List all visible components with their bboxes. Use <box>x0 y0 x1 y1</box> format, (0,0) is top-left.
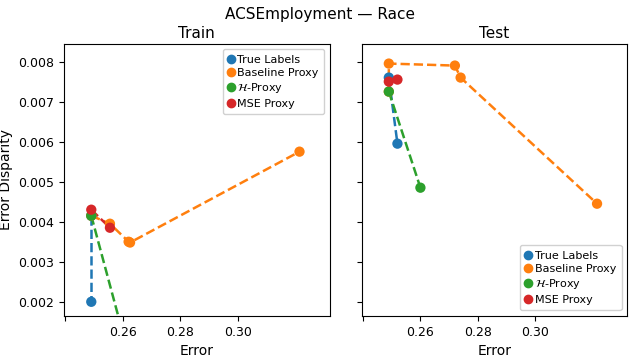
Point <box>86 213 97 219</box>
Legend: True Labels, Baseline Proxy, $\mathcal{H}$-Proxy, MSE Proxy: True Labels, Baseline Proxy, $\mathcal{H… <box>520 245 621 310</box>
Point <box>125 240 135 245</box>
Point <box>384 61 394 66</box>
Point <box>115 320 125 326</box>
Legend: True Labels, Baseline Proxy, $\mathcal{H}$-Proxy, MSE Proxy: True Labels, Baseline Proxy, $\mathcal{H… <box>223 49 324 114</box>
Point <box>86 213 97 219</box>
Point <box>124 239 134 245</box>
Point <box>384 89 394 94</box>
Point <box>456 75 466 81</box>
Point <box>415 185 426 191</box>
Point <box>592 201 602 207</box>
Point <box>86 213 97 219</box>
Point <box>86 207 97 213</box>
Point <box>392 77 403 82</box>
Point <box>392 141 403 147</box>
Point <box>384 75 394 81</box>
Point <box>384 79 394 85</box>
Text: ACSEmployment — Race: ACSEmployment — Race <box>225 7 415 22</box>
Title: Train: Train <box>179 26 215 41</box>
Point <box>105 225 115 231</box>
Point <box>384 89 394 94</box>
Point <box>450 63 460 69</box>
X-axis label: Error: Error <box>180 344 214 358</box>
Point <box>86 299 97 305</box>
Point <box>294 149 305 155</box>
Point <box>105 221 115 227</box>
Y-axis label: Error Disparity: Error Disparity <box>0 129 13 230</box>
Title: Test: Test <box>479 26 509 41</box>
X-axis label: Error: Error <box>477 344 511 358</box>
